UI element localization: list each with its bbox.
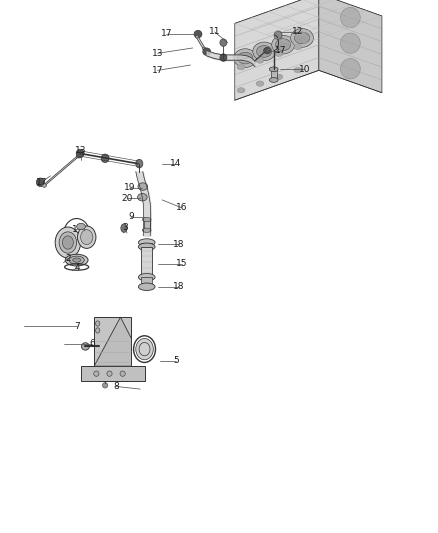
Ellipse shape [120, 371, 125, 376]
Text: 15: 15 [176, 260, 187, 268]
Ellipse shape [101, 154, 109, 163]
Ellipse shape [138, 239, 155, 246]
Ellipse shape [65, 254, 88, 266]
Ellipse shape [341, 33, 360, 53]
Ellipse shape [234, 49, 257, 68]
Ellipse shape [203, 48, 211, 55]
Text: 4: 4 [75, 263, 80, 271]
Ellipse shape [294, 68, 302, 73]
Ellipse shape [272, 35, 294, 54]
Ellipse shape [220, 54, 227, 61]
Ellipse shape [274, 31, 282, 39]
Text: 20: 20 [121, 194, 133, 203]
Ellipse shape [102, 383, 108, 388]
Ellipse shape [142, 228, 151, 232]
Ellipse shape [95, 328, 100, 333]
Polygon shape [235, 0, 382, 46]
Polygon shape [44, 155, 79, 187]
Text: 8: 8 [113, 382, 119, 391]
Polygon shape [94, 317, 131, 366]
Ellipse shape [269, 67, 278, 72]
Ellipse shape [95, 321, 100, 326]
Text: 3: 3 [122, 223, 128, 232]
Ellipse shape [107, 371, 112, 376]
Ellipse shape [76, 155, 81, 158]
Bar [94, 317, 131, 381]
Polygon shape [235, 0, 319, 100]
Ellipse shape [76, 149, 84, 158]
Bar [271, 69, 277, 80]
Text: 19: 19 [124, 183, 135, 192]
Polygon shape [196, 36, 205, 49]
Ellipse shape [138, 273, 155, 281]
Ellipse shape [294, 44, 302, 50]
Ellipse shape [138, 283, 155, 290]
Ellipse shape [73, 258, 81, 262]
Ellipse shape [121, 224, 127, 232]
Ellipse shape [138, 183, 148, 190]
Text: 18: 18 [173, 282, 184, 291]
Polygon shape [319, 0, 382, 93]
Ellipse shape [220, 39, 227, 46]
Ellipse shape [81, 343, 89, 350]
Ellipse shape [237, 87, 245, 93]
Text: 7: 7 [74, 322, 80, 330]
Text: 16: 16 [176, 204, 187, 212]
Text: 13: 13 [75, 146, 87, 155]
Text: 6: 6 [89, 340, 95, 348]
Text: 17: 17 [36, 178, 47, 187]
Ellipse shape [275, 51, 283, 56]
Text: 13: 13 [152, 49, 163, 58]
Ellipse shape [78, 226, 96, 248]
Text: 14: 14 [170, 159, 181, 168]
Ellipse shape [138, 243, 155, 251]
Text: 10: 10 [299, 65, 310, 74]
Ellipse shape [276, 39, 291, 51]
Text: 17: 17 [161, 29, 172, 38]
Ellipse shape [269, 77, 278, 83]
Ellipse shape [256, 58, 264, 63]
Ellipse shape [136, 159, 143, 168]
Ellipse shape [294, 32, 310, 44]
Text: 5: 5 [173, 357, 179, 365]
Ellipse shape [136, 338, 153, 360]
Bar [141, 243, 152, 247]
Ellipse shape [69, 256, 84, 264]
Ellipse shape [94, 371, 99, 376]
Ellipse shape [253, 42, 276, 61]
Ellipse shape [42, 183, 46, 187]
Bar [141, 247, 152, 277]
Ellipse shape [257, 45, 272, 57]
Text: 17: 17 [275, 46, 286, 55]
Ellipse shape [142, 217, 151, 222]
Ellipse shape [36, 178, 44, 187]
Bar [81, 366, 145, 381]
Text: 17: 17 [152, 66, 163, 75]
Ellipse shape [291, 29, 314, 47]
Ellipse shape [138, 193, 147, 201]
Bar [144, 220, 150, 230]
Ellipse shape [275, 74, 283, 79]
Text: 18: 18 [173, 240, 184, 248]
Ellipse shape [195, 35, 199, 38]
Ellipse shape [55, 227, 81, 258]
Text: 11: 11 [209, 28, 220, 36]
Ellipse shape [237, 64, 245, 70]
Ellipse shape [194, 30, 202, 38]
Ellipse shape [59, 232, 77, 253]
Ellipse shape [81, 230, 93, 245]
Bar [141, 277, 152, 287]
Ellipse shape [256, 81, 264, 86]
Text: 9: 9 [128, 213, 134, 221]
Ellipse shape [341, 59, 360, 79]
Ellipse shape [237, 52, 253, 64]
Text: 1: 1 [71, 225, 78, 233]
Ellipse shape [264, 47, 271, 54]
Ellipse shape [77, 223, 85, 230]
Text: 12: 12 [292, 28, 304, 36]
Ellipse shape [341, 7, 360, 28]
Ellipse shape [202, 47, 206, 50]
Text: 2: 2 [65, 254, 71, 263]
Ellipse shape [62, 236, 73, 249]
